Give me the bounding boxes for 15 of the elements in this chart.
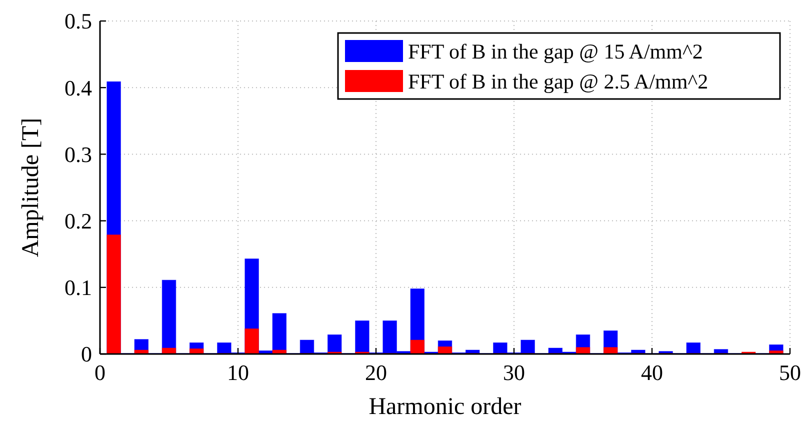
legend-label: FFT of B in the gap @ 15 A/mm^2 — [408, 39, 703, 64]
x-tick-label: 50 — [779, 360, 801, 385]
legend-label: FFT of B in the gap @ 2.5 A/mm^2 — [408, 69, 708, 94]
y-tick-label: 0.1 — [64, 275, 92, 300]
y-tick-label: 0 — [81, 342, 92, 367]
x-tick-label: 10 — [227, 360, 249, 385]
y-axis-title: Amplitude [T] — [18, 118, 44, 258]
y-tick-label: 0.5 — [64, 8, 92, 34]
y-tick-label: 0.2 — [64, 208, 92, 234]
x-tick-label: 20 — [365, 360, 387, 385]
x-axis-title: Harmonic order — [368, 394, 522, 420]
y-tick-label: 0.3 — [64, 142, 92, 167]
y-tick-label: 0.4 — [64, 75, 92, 100]
x-tick-label: 40 — [641, 360, 663, 385]
x-tick-label: 30 — [503, 360, 525, 385]
